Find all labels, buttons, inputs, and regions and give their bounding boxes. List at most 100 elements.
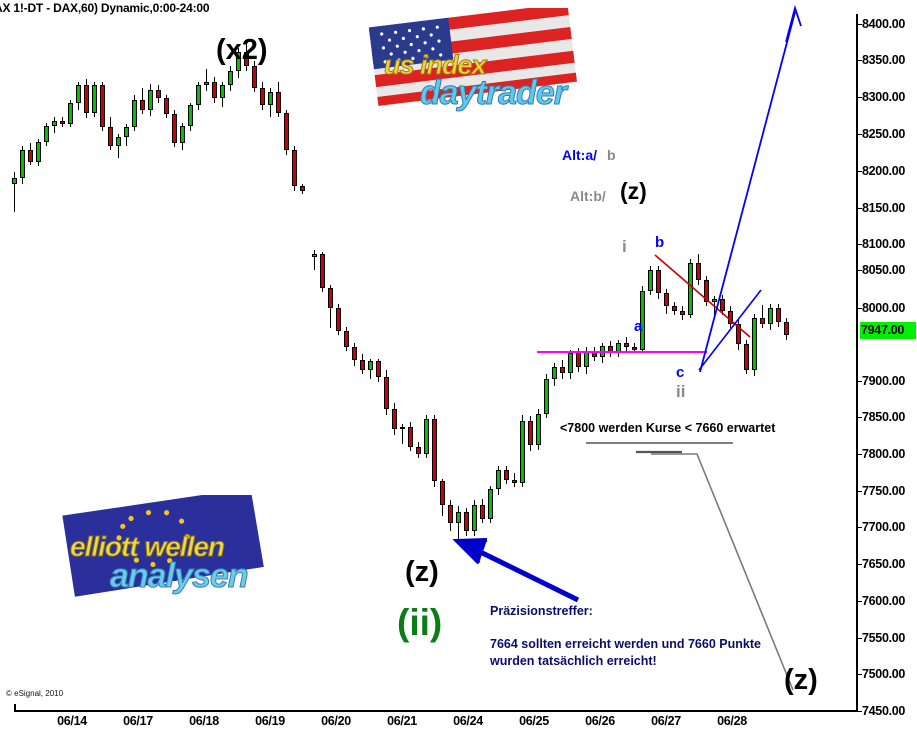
label-wave-ii: ii	[676, 382, 686, 401]
x-axis-tick-label: 06/24	[453, 714, 483, 728]
logo-us-index-daytrader: us index daytrader	[362, 3, 652, 123]
y-axis-tick-label: 8400.00	[862, 17, 906, 31]
label-wave-c: c	[676, 364, 685, 381]
y-axis-tick-mark	[856, 171, 862, 172]
candle-body	[336, 307, 341, 332]
candle-body	[632, 346, 637, 350]
candlestick	[736, 14, 741, 709]
candle-body	[520, 420, 525, 483]
candle-body	[496, 469, 501, 489]
candle-body	[384, 377, 389, 410]
candlestick	[188, 14, 193, 709]
candlestick	[560, 14, 565, 709]
candlestick	[432, 14, 437, 709]
candle-body	[616, 342, 621, 353]
candle-body	[560, 367, 565, 374]
label-bottom-ii: (ii)	[397, 602, 443, 643]
candle-body	[680, 310, 685, 316]
candle-body	[108, 127, 113, 146]
candle-body	[480, 504, 485, 520]
candle-body	[640, 290, 645, 350]
candlestick	[368, 14, 373, 709]
candle-body	[252, 66, 257, 89]
candle-wick	[514, 472, 515, 488]
candlestick	[488, 14, 493, 709]
candlestick	[220, 14, 225, 709]
x-axis-tick-label: 06/17	[123, 714, 153, 728]
x-axis-tick-label: 06/26	[585, 714, 615, 728]
candle-body	[292, 150, 297, 187]
candle-body	[440, 481, 445, 505]
target-note: <7800 werden Kurse < 7660 erwartet	[560, 421, 776, 435]
candle-body	[528, 420, 533, 446]
candle-body	[400, 426, 405, 430]
y-axis-tick-mark	[856, 638, 862, 639]
label-alt-b-suffix: (z)	[620, 178, 647, 204]
candle-body	[656, 270, 661, 294]
y-axis-tick-label: 8050.00	[862, 263, 906, 277]
candle-wick	[762, 305, 763, 329]
candlestick	[440, 14, 445, 709]
logo-us-line1: us index	[384, 50, 488, 81]
candlestick	[568, 14, 573, 709]
candle-body	[284, 112, 289, 151]
candle-body	[568, 352, 573, 373]
candle-body	[172, 114, 177, 144]
candlestick	[196, 14, 201, 709]
candle-body	[776, 307, 781, 323]
candlestick	[228, 14, 233, 709]
candle-body	[12, 177, 17, 184]
logo-elliott-wellen-analysen: elliott wellen analysen	[56, 487, 336, 605]
y-axis-tick-mark	[856, 97, 862, 98]
candlestick	[576, 14, 581, 709]
y-axis-tick-label: 8000.00	[862, 301, 906, 315]
candle-body	[124, 127, 129, 138]
x-axis-tick-label: 06/28	[717, 714, 747, 728]
label-x2: (x2)	[216, 34, 268, 66]
candle-body	[300, 186, 305, 191]
y-axis-tick-label: 8200.00	[862, 164, 906, 178]
candle-body	[624, 342, 629, 347]
candle-body	[344, 331, 349, 347]
candlestick	[328, 14, 333, 709]
candlestick	[12, 14, 17, 709]
candle-body	[352, 346, 357, 360]
candlestick	[688, 14, 693, 709]
y-axis-tick-label: 8250.00	[862, 127, 906, 141]
candle-body	[648, 270, 653, 291]
candle-body	[536, 413, 541, 446]
candle-body	[328, 287, 333, 308]
candle-body	[688, 263, 693, 316]
logo-eu-line1: elliott wellen	[69, 531, 225, 563]
candle-body	[392, 409, 397, 430]
candlestick	[456, 14, 461, 709]
candlestick	[300, 14, 305, 709]
candlestick	[172, 14, 177, 709]
candlestick	[696, 14, 701, 709]
candle-body	[28, 150, 33, 162]
candlestick	[312, 14, 317, 709]
x-axis-tick-label: 06/18	[189, 714, 219, 728]
y-axis-tick-label: 8350.00	[862, 53, 906, 67]
axis-corner-tick	[14, 704, 16, 712]
candlestick	[752, 14, 757, 709]
candle-body	[76, 85, 81, 103]
candlestick	[68, 14, 73, 709]
candlestick	[528, 14, 533, 709]
candle-body	[592, 351, 597, 358]
candlestick	[204, 14, 209, 709]
candlestick	[472, 14, 477, 709]
candlestick	[656, 14, 661, 709]
candle-body	[704, 280, 709, 303]
label-projection-z: (z)	[784, 664, 818, 696]
us-flag-graphic	[368, 3, 577, 106]
y-axis-tick-mark	[856, 491, 862, 492]
y-axis-tick-mark	[856, 60, 862, 61]
candle-wick	[14, 171, 15, 213]
candlestick	[92, 14, 97, 709]
candlestick	[416, 14, 421, 709]
last-price-tag: 7947.00	[860, 322, 916, 339]
candle-body	[220, 85, 225, 99]
candlestick	[728, 14, 733, 709]
y-axis-tick-mark	[856, 674, 862, 675]
